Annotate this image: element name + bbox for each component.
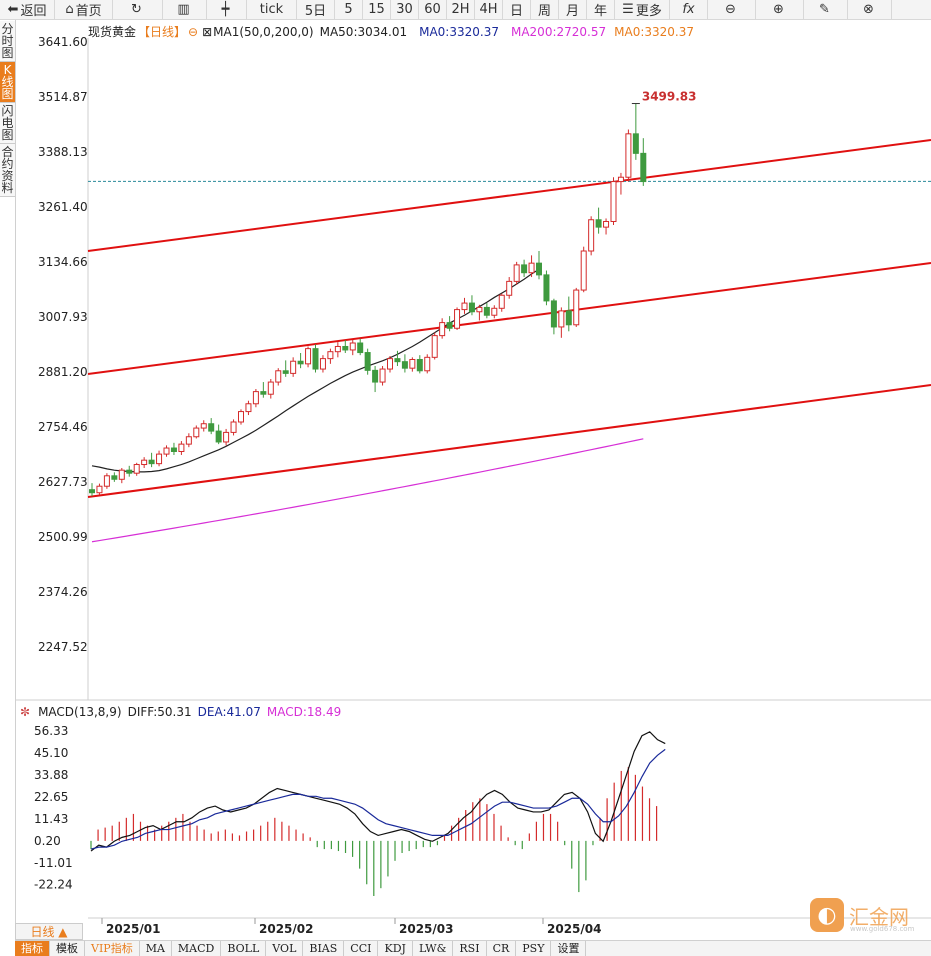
toolbar-draw-button[interactable]: ✎: [804, 0, 848, 19]
toolbar-day-button[interactable]: 日: [503, 0, 531, 19]
candlestick-icon: ┿: [221, 2, 230, 17]
logo-icon: ◐: [810, 898, 844, 932]
toolbar-5day-button[interactable]: 5日: [297, 0, 335, 19]
toolbar-zoom-in-button[interactable]: ⊕: [756, 0, 804, 19]
bar-chart-icon: ▥: [177, 2, 190, 17]
chart-frame: [15, 20, 931, 940]
indicator-tab-14[interactable]: 设置: [551, 941, 587, 956]
side-tab-0[interactable]: 分时图: [0, 21, 15, 62]
ma-name: MA1(50,0,200,0): [213, 25, 314, 39]
toolbar-zoom-out-button[interactable]: ⊖: [708, 0, 756, 19]
indicator-tab-11[interactable]: RSI: [453, 941, 487, 956]
toolbar-tick-button[interactable]: tick: [247, 0, 297, 19]
indicator-tab-6[interactable]: VOL: [266, 941, 304, 956]
menu-icon: ☰: [622, 2, 634, 17]
period-label[interactable]: 【日线】: [138, 25, 187, 39]
toolbar-h4-button[interactable]: 4H: [475, 0, 503, 19]
indicator-chart-icon[interactable]: ⊠: [202, 25, 213, 39]
logo-url: www.gold678.com: [850, 925, 915, 933]
indicator-tab-1[interactable]: 模板: [50, 941, 85, 956]
period-select-button[interactable]: 日线 ▲: [15, 923, 83, 940]
indicator-tab-3[interactable]: MA: [140, 941, 172, 956]
toolbar-year-button[interactable]: 年: [587, 0, 615, 19]
toolbar-fx-button[interactable]: fx: [670, 0, 708, 19]
toolbar-label: 首页: [75, 4, 102, 19]
toolbar-label: 日: [509, 4, 523, 19]
symbol-name: 现货黄金: [88, 25, 137, 39]
macd-dea: DEA:41.07: [197, 705, 261, 719]
ma200-value: MA200:2720.57: [510, 25, 607, 39]
zoom-in-icon: ⊕: [773, 2, 784, 17]
indicator-tab-9[interactable]: KDJ: [378, 941, 413, 956]
toolbar: ⬅ 返回 ⌂ 首页 ↻ ▥ ┿ tick 5日 5 15 30 60 2H 4H 日周月年 ☰ 更多 fx ⊖ ⊕ ✎ ⊗: [0, 0, 931, 20]
toolbar-h2-button[interactable]: 2H: [447, 0, 475, 19]
toolbar-m30-button[interactable]: 30: [391, 0, 419, 19]
toolbar-label: tick: [259, 2, 284, 17]
arrow-left-icon: ⬅: [7, 2, 19, 17]
indicator-tab-8[interactable]: CCI: [344, 941, 379, 956]
toolbar-m5-button[interactable]: 5: [335, 0, 363, 19]
toolbar-label: 30: [396, 2, 413, 17]
ma0-value-2: MA0:3320.37: [614, 25, 694, 39]
pencil-icon: ✎: [819, 2, 830, 17]
settings-circle-icon[interactable]: ⊖: [188, 25, 199, 39]
indicator-tab-0[interactable]: 指标: [15, 941, 50, 956]
indicator-tab-2[interactable]: VIP指标: [85, 941, 140, 956]
toolbar-label: 5日: [304, 4, 327, 19]
toolbar-more-button[interactable]: ☰ 更多: [615, 0, 670, 19]
side-tab-3[interactable]: 合约资料: [0, 144, 15, 197]
toolbar-label: 年: [593, 4, 607, 19]
indicator-tab-5[interactable]: BOLL: [221, 941, 267, 956]
refresh-icon: ↻: [131, 2, 142, 17]
indicator-tab-4[interactable]: MACD: [172, 941, 222, 956]
toolbar-label: 月: [565, 4, 579, 19]
home-icon: ⌂: [65, 2, 74, 17]
macd-value: MACD:18.49: [266, 705, 342, 719]
toolbar-label: fx: [682, 2, 695, 17]
toolbar-label: 15: [368, 2, 385, 17]
close-icon: ⊗: [863, 2, 874, 17]
price-header: 现货黄金 【日线】 ⊖ ⊠MA1(50,0,200,0) MA50:3034.01 MA0…: [88, 23, 700, 40]
indicator-tabs: 指标 模板 VIP指标 MA MACD BOLL VOL BIAS CCI KDJ LW& RSI CR…: [15, 940, 931, 956]
toolbar-label: 2H: [451, 2, 470, 17]
indicator-tab-13[interactable]: PSY: [516, 941, 552, 956]
toolbar-label: 返回: [20, 4, 47, 19]
logo: ◐ 汇金网 www.gold678.com: [810, 898, 914, 933]
toolbar-label: 60: [424, 2, 441, 17]
toolbar-m15-button[interactable]: 15: [363, 0, 391, 19]
ma50-value: MA50:3034.01: [319, 25, 408, 39]
toolbar-home-button[interactable]: ⌂ 首页: [55, 0, 113, 19]
indicator-tab-12[interactable]: CR: [487, 941, 517, 956]
toolbar-label: 周: [537, 4, 551, 19]
macd-diff: DIFF:50.31: [127, 705, 192, 719]
toolbar-candle-button[interactable]: ┿: [207, 0, 247, 19]
side-tab-2[interactable]: 闪电图: [0, 103, 15, 144]
toolbar-close-button[interactable]: ⊗: [848, 0, 892, 19]
macd-name: MACD(13,8,9): [38, 705, 122, 719]
macd-header: ✼ MACD(13,8,9) DIFF:50.31 DEA:41.07 MACD:18.…: [20, 705, 347, 719]
macd-settings-icon[interactable]: ✼: [20, 705, 31, 719]
toolbar-label: 更多: [635, 4, 662, 19]
toolbar-label: 5: [344, 2, 353, 17]
toolbar-back-button[interactable]: ⬅ 返回: [0, 0, 55, 19]
logo-text: 汇金网: [849, 904, 909, 929]
indicator-tab-7[interactable]: BIAS: [303, 941, 345, 956]
toolbar-bar-chart-button[interactable]: ▥: [163, 0, 207, 19]
toolbar-m60-button[interactable]: 60: [419, 0, 447, 19]
toolbar-label: 4H: [479, 2, 498, 17]
ma0-value: MA0:3320.37: [419, 25, 499, 39]
toolbar-month-button[interactable]: 月: [559, 0, 587, 19]
toolbar-refresh-button[interactable]: ↻: [113, 0, 163, 19]
indicator-tab-10[interactable]: LW&: [413, 941, 454, 956]
zoom-out-icon: ⊖: [725, 2, 736, 17]
toolbar-week-button[interactable]: 周: [531, 0, 559, 19]
